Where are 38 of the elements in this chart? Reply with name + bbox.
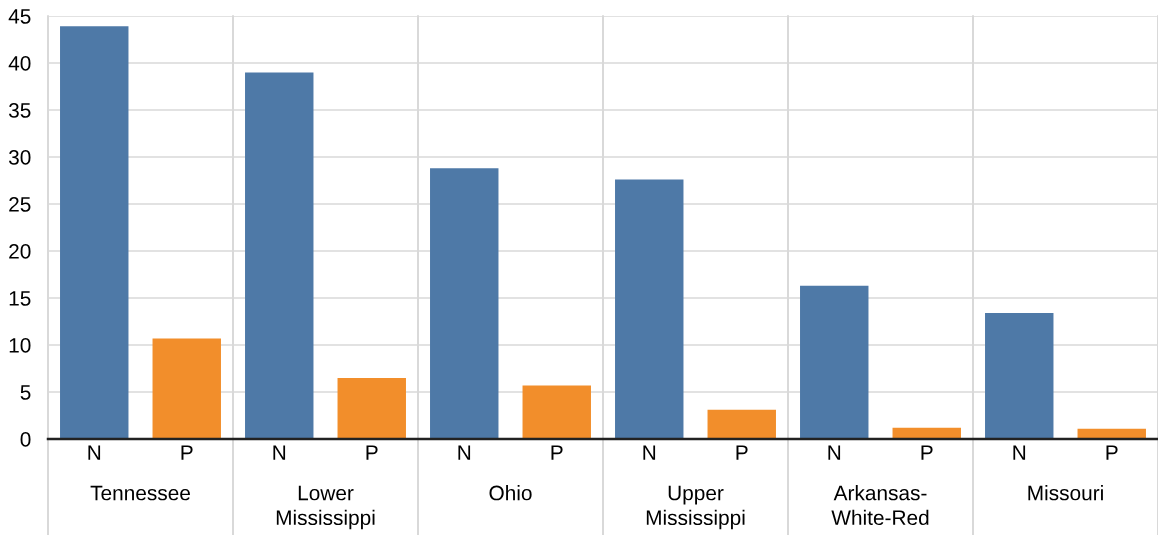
text: N — [1013, 445, 1026, 460]
y-tick-label: 10 — [9, 338, 31, 353]
x-tick-label: Ohio — [489, 485, 532, 501]
bar — [337, 377, 406, 439]
bar — [522, 385, 591, 439]
bar — [430, 168, 499, 439]
bar — [245, 72, 314, 439]
x-tick-label: Upper Mississippi — [646, 485, 745, 530]
text: P — [921, 445, 933, 460]
series-label: N — [88, 445, 101, 460]
y-tick-label: 35 — [8, 103, 31, 118]
text: N — [458, 445, 471, 460]
y-tick-label: 15 — [9, 291, 31, 306]
y-tick-label: 45 — [8, 9, 31, 24]
y-tick-label: 5 — [20, 385, 31, 400]
bar — [615, 179, 684, 439]
bar — [60, 26, 129, 439]
bar — [985, 313, 1054, 439]
text: N — [828, 445, 841, 460]
x-tick-label: Missouri — [1028, 485, 1103, 501]
y-tick-label: 20 — [9, 244, 31, 259]
text: P — [551, 445, 563, 460]
x-tick-label: Lower Mississippi — [276, 485, 375, 530]
x-tick-label: Arkansas- White-Red — [831, 485, 929, 526]
bar — [800, 285, 869, 439]
bar — [152, 338, 221, 439]
y-tick-label: 30 — [8, 150, 31, 165]
text: N — [643, 445, 656, 460]
y-tick-label: 40 — [8, 56, 31, 71]
y-tick-label: 0 — [20, 432, 31, 447]
y-tick-label: 25 — [9, 197, 31, 212]
text: P — [1106, 445, 1118, 460]
text: P — [736, 445, 748, 460]
series-label: P — [181, 445, 193, 460]
bar — [707, 409, 776, 439]
x-tick-label: Tennessee — [90, 485, 190, 501]
text: P — [366, 445, 378, 460]
text: N — [273, 445, 286, 460]
